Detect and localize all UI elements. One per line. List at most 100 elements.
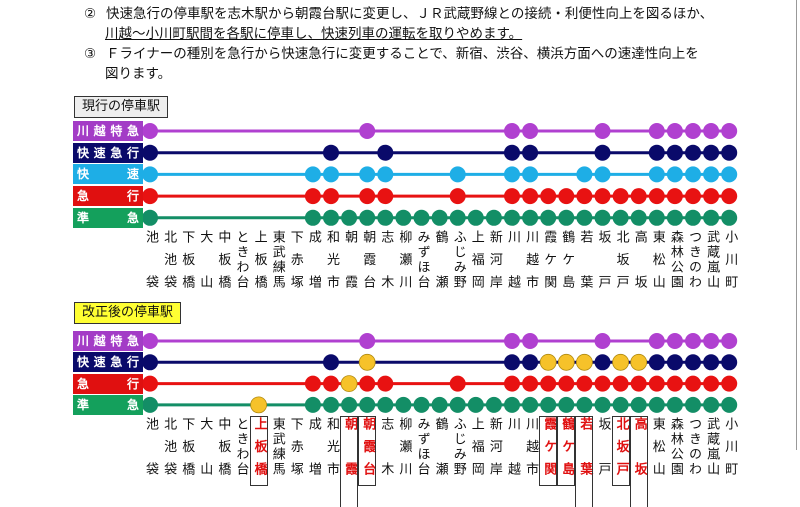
station-label: 朝霞 xyxy=(340,416,359,507)
stop-marker xyxy=(323,396,339,413)
stop-marker xyxy=(703,123,720,139)
station-label: 北坂戸 xyxy=(613,230,629,298)
service-label: 急行 xyxy=(73,373,143,394)
station-label: 上板橋 xyxy=(251,230,267,298)
stop-marker xyxy=(703,188,720,205)
stop-marker xyxy=(594,354,611,371)
new-stop-marker xyxy=(539,353,557,371)
service-label: 急行 xyxy=(73,186,143,207)
station-label: 朝霞台 xyxy=(358,416,377,486)
stop-marker xyxy=(323,209,339,226)
station-label: 高坂 xyxy=(629,416,648,507)
stop-marker xyxy=(359,333,376,349)
stop-marker xyxy=(142,166,158,183)
stop-marker xyxy=(703,396,720,413)
station-label: 朝霞 xyxy=(342,230,358,320)
stop-marker xyxy=(304,396,321,413)
stop-marker xyxy=(522,354,539,371)
stop-marker xyxy=(377,375,394,392)
stop-marker xyxy=(630,396,647,413)
station-label: 大山 xyxy=(197,417,213,507)
new-stop-marker xyxy=(630,353,648,371)
stop-marker xyxy=(522,209,539,226)
stop-marker xyxy=(685,166,701,183)
station-label: 武蔵嵐山 xyxy=(704,417,720,477)
stop-marker xyxy=(648,396,665,413)
stop-marker xyxy=(449,166,466,183)
stop-marker xyxy=(142,123,158,139)
station-label: 下板橋 xyxy=(179,230,195,298)
stop-marker xyxy=(323,354,339,371)
station-label: 下赤塚 xyxy=(287,230,303,298)
stop-marker xyxy=(685,354,701,371)
stop-marker xyxy=(540,396,557,413)
stop-marker xyxy=(449,209,466,226)
stop-marker xyxy=(359,209,376,226)
station-label: 下赤塚 xyxy=(287,417,303,485)
station-label: 上板橋 xyxy=(249,416,268,486)
stop-marker xyxy=(721,333,738,349)
stop-marker xyxy=(703,166,720,183)
station-label: 東武練馬 xyxy=(269,230,285,290)
station-label: つきのわ xyxy=(686,417,701,477)
stop-marker xyxy=(612,188,629,205)
stop-marker xyxy=(558,209,575,226)
stop-marker xyxy=(685,123,701,139)
stop-marker xyxy=(142,333,158,349)
stop-marker xyxy=(721,123,738,139)
stop-marker xyxy=(504,144,520,161)
stop-marker xyxy=(142,354,158,371)
stop-marker xyxy=(666,123,683,139)
stop-marker xyxy=(721,396,738,413)
stop-marker xyxy=(558,375,575,392)
stop-marker xyxy=(721,144,738,161)
station-label: ときわ台 xyxy=(233,417,249,477)
stop-marker xyxy=(648,333,665,349)
station-label: 北池袋 xyxy=(161,230,177,298)
stop-marker xyxy=(377,209,394,226)
station-label: 坂戸 xyxy=(595,417,611,507)
stop-marker xyxy=(630,375,647,392)
stop-marker xyxy=(323,144,339,161)
station-label: 成増 xyxy=(305,230,321,320)
stop-marker xyxy=(594,144,611,161)
station-label: 鶴瀬 xyxy=(432,230,448,320)
stop-marker xyxy=(648,166,665,183)
item-number: ③ xyxy=(84,46,97,62)
station-label: ふじみ野 xyxy=(450,230,466,290)
stop-marker xyxy=(630,209,647,226)
stop-marker xyxy=(594,209,611,226)
stop-marker xyxy=(522,188,539,205)
stop-marker xyxy=(504,123,520,139)
stop-marker xyxy=(431,396,448,413)
stop-marker xyxy=(359,375,376,392)
stop-marker xyxy=(304,166,321,183)
stop-marker xyxy=(359,166,376,183)
stop-marker xyxy=(359,396,376,413)
station-label: 柳瀬川 xyxy=(396,230,412,298)
stop-marker xyxy=(304,209,321,226)
stop-marker xyxy=(142,396,158,413)
stop-marker xyxy=(522,333,539,349)
stop-marker xyxy=(413,209,430,226)
station-label: 若葉 xyxy=(575,416,594,507)
diagram-svg xyxy=(142,123,738,414)
stop-marker xyxy=(685,333,701,349)
station-label: 下板橋 xyxy=(179,417,195,485)
station-label: 志木 xyxy=(378,417,394,507)
stop-marker xyxy=(576,166,593,183)
new-stop-marker xyxy=(576,353,593,371)
service-label: 川越特急 xyxy=(73,331,143,351)
stop-marker xyxy=(485,396,502,413)
station-label: 上福岡 xyxy=(468,417,484,485)
station-label: 大山 xyxy=(197,230,213,320)
stop-marker xyxy=(666,209,683,226)
stop-marker xyxy=(540,375,557,392)
revised-stops-title: 改正後の停車駅 xyxy=(74,302,182,324)
station-label: 東松山 xyxy=(649,230,665,298)
stop-marker xyxy=(630,188,647,205)
stop-marker xyxy=(377,166,394,183)
station-label: みずほ台 xyxy=(414,417,430,477)
station-label: 霞ケ関 xyxy=(541,230,557,298)
stop-marker xyxy=(359,188,376,205)
